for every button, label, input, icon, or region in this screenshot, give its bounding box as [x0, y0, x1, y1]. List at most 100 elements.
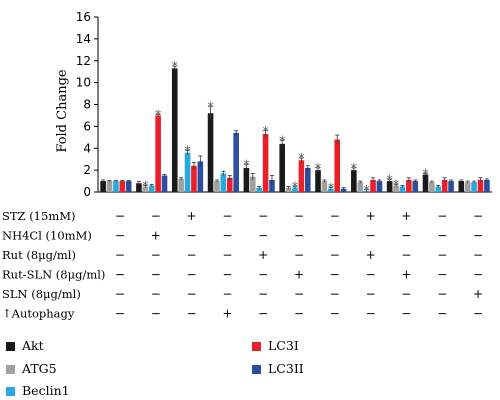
treatment-minus: −: [187, 307, 197, 321]
significance-star: *: [393, 178, 400, 193]
bar-akt: [422, 174, 429, 192]
treatment-minus: −: [222, 287, 232, 301]
bar-beclin1: [292, 187, 298, 192]
treatment-minus: −: [437, 248, 447, 262]
significance-star: *: [171, 60, 178, 75]
bar-lc3i: [334, 139, 341, 192]
treatment-minus: −: [473, 229, 483, 243]
treatment-minus: −: [437, 307, 447, 321]
bar-lc3ii: [125, 181, 132, 192]
treatment-minus: −: [258, 287, 268, 301]
significance-star: *: [363, 184, 370, 199]
bar-lc3ii: [340, 188, 347, 192]
bar-lc3i: [226, 177, 233, 192]
treatment-minus: −: [330, 287, 340, 301]
bar-lc3i: [155, 115, 161, 192]
bar-atg5: [464, 182, 471, 192]
y-tick-label: 10: [76, 76, 91, 90]
legend-swatch-akt: [6, 342, 15, 351]
treatment-plus: +: [258, 248, 268, 262]
bar-akt: [171, 68, 178, 192]
legend-label-atg5: ATG5: [22, 361, 57, 376]
bar-beclin1: [148, 185, 155, 192]
bar-atg5: [249, 176, 256, 192]
treatment-row-label: STZ (15mM): [2, 209, 75, 223]
legend-swatch-beclin1: [6, 387, 15, 396]
bar-beclin1: [184, 152, 191, 192]
treatment-minus: −: [437, 287, 447, 301]
treatment-plus: +: [366, 248, 376, 262]
treatment-minus: −: [115, 307, 125, 321]
treatment-minus: −: [187, 287, 197, 301]
bar-beclin1: [328, 188, 334, 192]
treatment-minus: −: [294, 229, 304, 243]
treatment-minus: −: [401, 229, 411, 243]
y-tick-label: 12: [76, 54, 91, 68]
treatment-minus: −: [330, 307, 340, 321]
treatment-minus: −: [187, 248, 197, 262]
treatment-minus: −: [473, 248, 483, 262]
bar-atg5: [285, 187, 292, 192]
bar-lc3ii: [161, 175, 168, 192]
bar-lc3ii: [197, 161, 204, 192]
bar-lc3i: [441, 179, 448, 192]
treatment-minus: −: [222, 268, 232, 282]
treatment-plus: +: [294, 268, 304, 282]
treatment-minus: −: [366, 287, 376, 301]
bar-lc3ii: [484, 179, 490, 192]
bar-lc3ii: [269, 179, 275, 192]
legend-label-beclin1: Beclin1: [22, 383, 70, 398]
bar-lc3ii: [305, 167, 311, 192]
significance-star: *: [207, 101, 214, 116]
bar-atg5: [142, 186, 149, 192]
treatment-minus: −: [294, 307, 304, 321]
treatment-minus: −: [473, 307, 483, 321]
treatment-plus: +: [222, 307, 232, 321]
treatment-minus: −: [258, 209, 268, 223]
bar-lc3ii: [412, 181, 419, 192]
significance-star: *: [386, 173, 393, 188]
bar-lc3i: [191, 165, 197, 192]
treatment-minus: −: [222, 209, 232, 223]
bar-akt: [386, 181, 393, 192]
treatment-minus: −: [151, 248, 161, 262]
bar-beclin1: [220, 173, 227, 192]
treatment-plus: +: [473, 287, 483, 301]
treatment-minus: −: [258, 307, 268, 321]
significance-star: *: [351, 162, 358, 177]
treatment-row-label: ↑Autophagy: [2, 307, 75, 321]
significance-star: *: [298, 152, 305, 167]
treatment-minus: −: [258, 268, 268, 282]
treatment-table: STZ (15mM) − − + − − − − + + − − NH4Cl (10mM) − + − − − − −…: [2, 209, 483, 320]
treatment-plus: +: [151, 229, 161, 243]
significance-star: *: [315, 162, 322, 177]
bar-lc3i: [298, 160, 305, 192]
legend-item-lc3ii: LC3II: [252, 361, 304, 376]
treatment-minus: −: [294, 248, 304, 262]
bar-atg5: [429, 182, 435, 192]
treatment-plus: +: [401, 268, 411, 282]
treatment-minus: −: [366, 268, 376, 282]
treatment-minus: −: [222, 229, 232, 243]
significance-star: *: [155, 108, 162, 123]
significance-star: *: [328, 182, 335, 197]
y-axis-label: Fold Change: [55, 69, 70, 153]
treatment-minus: −: [401, 307, 411, 321]
bar-atg5: [357, 182, 364, 192]
treatment-row-label: NH4Cl (10mM): [2, 229, 92, 243]
y-tick-label: 16: [76, 10, 91, 24]
treatment-minus: −: [187, 268, 197, 282]
significance-star: *: [243, 159, 250, 174]
treatment-minus: −: [437, 209, 447, 223]
treatment-minus: −: [294, 209, 304, 223]
y-tick-label: 4: [83, 141, 91, 155]
treatment-minus: −: [151, 209, 161, 223]
treatment-minus: −: [222, 248, 232, 262]
treatment-minus: −: [437, 268, 447, 282]
treatment-minus: −: [366, 229, 376, 243]
treatment-minus: −: [473, 268, 483, 282]
legend-swatch-atg5: [6, 365, 15, 374]
significance-star: *: [184, 144, 191, 159]
y-tick-label: 8: [83, 98, 91, 112]
